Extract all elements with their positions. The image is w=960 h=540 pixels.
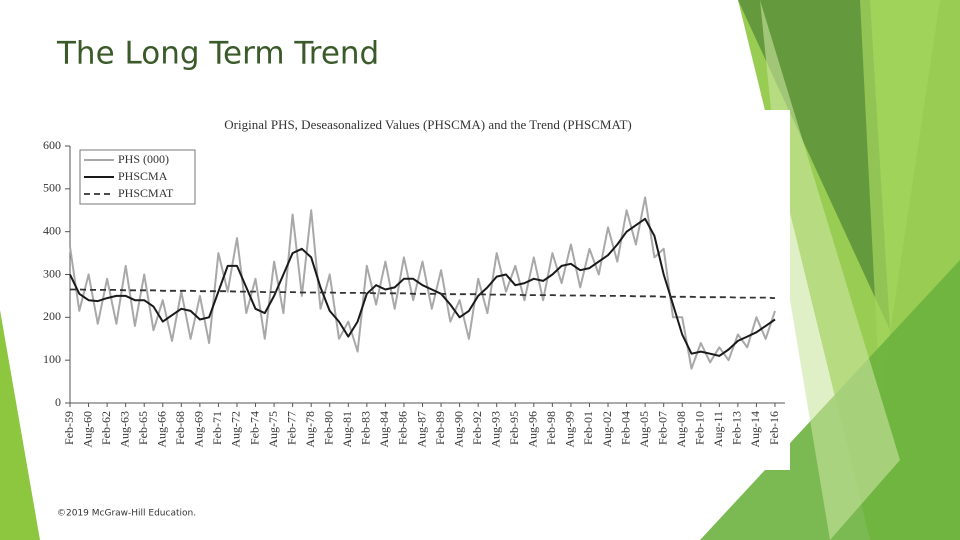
x-tick-label: Feb-04 <box>618 411 632 445</box>
x-tick-label: Feb-80 <box>321 411 335 445</box>
chart: 0 100 200 300 400 500 600 Feb-59 Aug-60 Feb-62 Aug… <box>43 138 785 448</box>
series-line <box>70 288 776 299</box>
x-tick-label: Feb-89 <box>433 411 447 445</box>
x-tick-label: Feb-71 <box>210 411 224 445</box>
x-tick-label: Feb-86 <box>396 411 410 445</box>
slide-title: The Long Term Trend <box>56 36 379 72</box>
legend-label: PHSCMA <box>118 169 168 183</box>
x-tick-label: Feb-62 <box>99 411 113 445</box>
x-tick-label: Aug-63 <box>117 411 131 448</box>
x-tick-label: Feb-10 <box>693 411 707 445</box>
x-tick-label: Feb-68 <box>173 411 187 445</box>
x-tick-label: Aug-66 <box>155 411 169 448</box>
y-tick-label: 400 <box>43 223 61 237</box>
x-tick-label: Feb-95 <box>507 411 521 445</box>
y-tick-label: 100 <box>43 352 61 366</box>
x-tick-label: Aug-08 <box>674 411 688 448</box>
x-tick-label: Feb-77 <box>284 411 298 445</box>
chart-title: Original PHS, Deseasonalized Values (PHS… <box>224 117 631 132</box>
x-tick-label: Aug-81 <box>340 411 354 448</box>
x-tick-label: Feb-59 <box>62 411 76 445</box>
series-line <box>69 217 776 357</box>
y-tick-label: 0 <box>55 395 61 409</box>
x-tick-label: Aug-05 <box>637 411 651 448</box>
x-tick-label: Feb-13 <box>730 411 744 445</box>
footer: ©2019 McGraw-Hill Education. <box>57 509 196 519</box>
x-tick-label: Aug-93 <box>488 411 502 448</box>
x-tick-label: Aug-90 <box>451 411 465 448</box>
x-tick-label: Feb-92 <box>470 411 484 445</box>
series-line <box>69 196 776 370</box>
legend: PHS (000) PHSCMA PHSCMAT <box>79 149 196 205</box>
y-tick-label: 600 <box>43 138 61 152</box>
deco-shape <box>860 0 940 400</box>
x-tick-label: Feb-74 <box>247 411 261 445</box>
y-tick-label: 200 <box>43 309 61 323</box>
x-tick-label: Feb-16 <box>767 411 781 445</box>
x-tick-label: Feb-01 <box>581 411 595 445</box>
x-tick-label: Feb-07 <box>655 411 669 445</box>
legend-label: PHS (000) <box>118 152 169 166</box>
x-tick-label: Aug-96 <box>526 411 540 448</box>
deco-shape <box>0 310 40 540</box>
x-tick-label: Aug-72 <box>229 411 243 448</box>
y-tick-label: 500 <box>43 181 61 195</box>
x-tick-label: Aug-78 <box>303 411 317 448</box>
x-tick-label: Aug-14 <box>748 411 762 448</box>
x-tick-label: Aug-84 <box>377 411 391 448</box>
x-tick-label: Aug-02 <box>600 411 614 448</box>
x-tick-label: Aug-11 <box>711 411 725 447</box>
y-tick-label: 300 <box>43 266 61 280</box>
x-tick-label: Feb-98 <box>544 411 558 445</box>
x-tick-label: Aug-75 <box>266 411 280 448</box>
x-tick-label: Aug-69 <box>192 411 206 448</box>
x-tick-label: Feb-83 <box>359 411 373 445</box>
x-tick-label: Aug-87 <box>414 411 428 448</box>
deco-shape <box>760 0 900 540</box>
x-tick-label: Aug-60 <box>80 411 94 448</box>
x-tick-label: Feb-65 <box>136 411 150 445</box>
x-tick-label: Aug-99 <box>563 411 577 448</box>
legend-label: PHSCMAT <box>118 186 174 200</box>
